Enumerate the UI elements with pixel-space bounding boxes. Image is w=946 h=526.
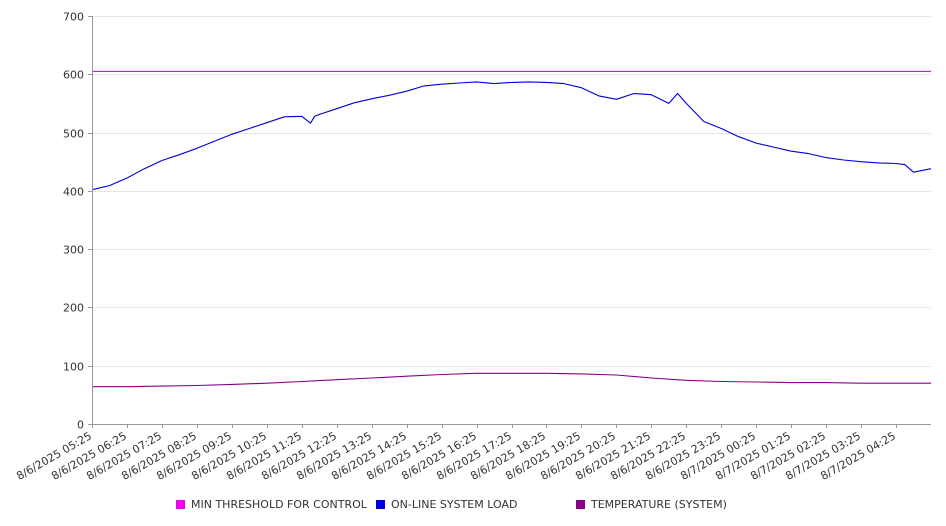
y-tick-label: 100 [63, 361, 84, 374]
y-tick-label: 600 [63, 69, 84, 82]
y-tick-label: 500 [63, 128, 84, 141]
y-axis-ticks: 0 100 200 300 400 500 600 700 [63, 11, 92, 432]
legend-swatch [376, 500, 385, 509]
y-tick-label: 0 [77, 419, 84, 432]
y-tick-label: 700 [63, 11, 84, 24]
legend: MIN THRESHOLD FOR CONTROL ON-LINE SYSTEM… [0, 498, 946, 514]
y-tick-label: 200 [63, 302, 84, 315]
legend-item-min-threshold: MIN THRESHOLD FOR CONTROL [176, 498, 367, 511]
series-line-system-load [91, 81, 932, 191]
legend-item-system-load: ON-LINE SYSTEM LOAD [376, 498, 517, 511]
legend-swatch [176, 500, 185, 509]
legend-label: MIN THRESHOLD FOR CONTROL [191, 498, 367, 511]
x-axis-ticks: 8/6/2025 05:258/6/2025 06:258/6/2025 07:… [14, 424, 898, 483]
y-tick-label: 400 [63, 186, 84, 199]
series-line-temperature [92, 372, 931, 388]
legend-label: ON-LINE SYSTEM LOAD [391, 498, 518, 511]
legend-item-temperature: TEMPERATURE (SYSTEM) [576, 498, 727, 511]
gridlines [92, 16, 931, 367]
y-tick-label: 300 [63, 244, 84, 257]
legend-label: TEMPERATURE (SYSTEM) [591, 498, 727, 511]
legend-swatch [576, 500, 585, 509]
series-lines [91, 70, 932, 388]
